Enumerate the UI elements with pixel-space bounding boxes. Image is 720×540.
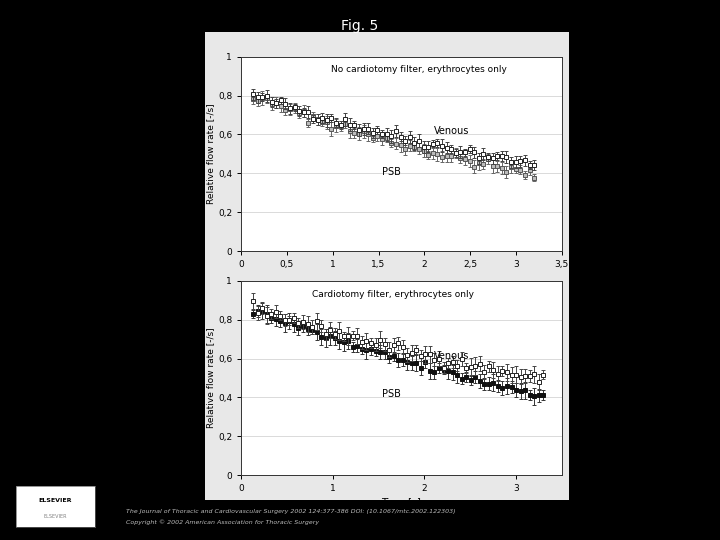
Text: PSB: PSB xyxy=(382,167,401,177)
Y-axis label: Relative flow rate [-/s]: Relative flow rate [-/s] xyxy=(206,104,215,204)
Text: PSB: PSB xyxy=(382,389,401,400)
Text: ELSEVIER: ELSEVIER xyxy=(44,514,67,519)
Text: Cardiotomy filter, erythrocytes only: Cardiotomy filter, erythrocytes only xyxy=(312,289,474,299)
Text: ELSEVIER: ELSEVIER xyxy=(39,498,72,503)
Text: Venous: Venous xyxy=(433,126,469,137)
Text: No cardiotomy filter, erythrocytes only: No cardiotomy filter, erythrocytes only xyxy=(331,65,507,75)
Text: The Journal of Thoracic and Cardiovascular Surgery 2002 124:377-386 DOI: (10.106: The Journal of Thoracic and Cardiovascul… xyxy=(126,509,456,514)
X-axis label: Time [s]: Time [s] xyxy=(382,497,421,508)
Text: Venous: Venous xyxy=(433,350,469,361)
Text: Copyright © 2002 American Association for Thoracic Surgery: Copyright © 2002 American Association fo… xyxy=(126,519,319,525)
Text: Fig. 5: Fig. 5 xyxy=(341,19,379,33)
Y-axis label: Relative flow rate [-/s]: Relative flow rate [-/s] xyxy=(206,328,215,428)
